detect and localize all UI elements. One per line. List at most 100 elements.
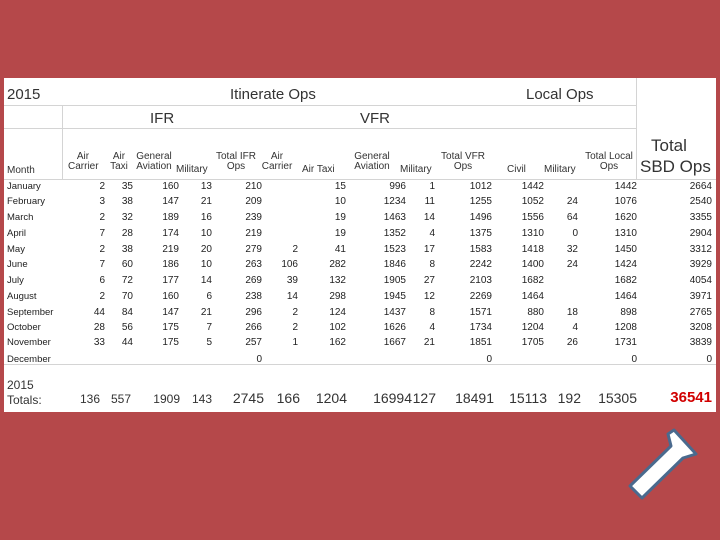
local-ops-heading: Local Ops	[526, 86, 594, 103]
total-total-local: 15305	[598, 390, 637, 406]
cell-vfr-general-aviation: 1667	[383, 337, 406, 348]
cell-vfr-air-taxi: 162	[329, 337, 346, 348]
total-vfr-air-carrier: 166	[276, 390, 300, 406]
totals-divider	[4, 364, 716, 365]
cell-ifr-military: 20	[200, 244, 212, 255]
cell-vfr-general-aviation: 1523	[383, 244, 406, 255]
col-total-vfr: Total VFR Ops	[441, 151, 485, 172]
row-month-label: January	[7, 181, 41, 192]
header-divider	[4, 128, 636, 129]
total-heading: Total	[651, 136, 687, 155]
cell-vfr-air-carrier: 2	[292, 244, 298, 255]
cell-vfr-military: 4	[429, 228, 435, 239]
cell-total-local: 1310	[614, 228, 637, 239]
cell-vfr-military: 14	[423, 212, 435, 223]
cell-local-civil: 1310	[521, 228, 544, 239]
cell-total-local: 1450	[614, 244, 637, 255]
cell-ifr-general-aviation: 177	[162, 275, 179, 286]
totals-label: 2015 Totals:	[7, 378, 42, 407]
cell-ifr-air-taxi: 38	[121, 196, 133, 207]
total-vfr-general-aviation: 16994	[373, 390, 412, 406]
cell-total-vfr: 1375	[469, 228, 492, 239]
total-ifr-air-taxi: 557	[110, 392, 131, 406]
cell-total-sbd-ops: 3839	[689, 337, 712, 348]
cell-local-military: 64	[566, 212, 578, 223]
cell-local-civil: 1052	[521, 196, 544, 207]
header-divider	[62, 105, 63, 179]
cell-total-local: 1682	[614, 275, 637, 286]
sbd-ops-heading: SBD Ops	[640, 157, 711, 176]
cell-ifr-general-aviation: 186	[162, 259, 179, 270]
row-month-label: September	[7, 307, 54, 318]
arrow-shape	[628, 428, 698, 500]
cell-total-local: 1076	[614, 196, 637, 207]
row-month-label: April	[7, 228, 27, 239]
cell-local-civil: 1556	[521, 212, 544, 223]
cell-ifr-military: 5	[206, 337, 212, 348]
col-total-local: Total Local Ops	[585, 151, 633, 172]
cell-ifr-air-taxi: 28	[121, 228, 133, 239]
cell-vfr-air-taxi: 298	[329, 291, 346, 302]
col-month: Month	[7, 165, 35, 176]
cell-vfr-air-carrier: 14	[286, 291, 298, 302]
cell-ifr-air-carrier: 33	[93, 337, 105, 348]
cell-vfr-military: 8	[429, 307, 435, 318]
cell-local-civil: 1464	[521, 291, 544, 302]
cell-ifr-military: 21	[200, 307, 212, 318]
cell-ifr-military: 10	[200, 259, 212, 270]
ops-summary-table: 2015 Itinerate Ops Local Ops IFR VFR Tot…	[4, 78, 716, 412]
cell-total-sbd-ops: 3355	[689, 212, 712, 223]
cell-ifr-air-taxi: 60	[121, 259, 133, 270]
cell-vfr-air-taxi: 124	[329, 307, 346, 318]
cell-total-vfr: 1851	[469, 337, 492, 348]
cell-ifr-air-taxi: 38	[121, 244, 133, 255]
row-month-label: February	[7, 196, 46, 207]
cell-local-military: 32	[566, 244, 578, 255]
cell-ifr-air-taxi: 35	[121, 181, 133, 192]
col-vfr-air-carrier: Air Carrier	[261, 151, 293, 172]
cell-vfr-military: 8	[429, 259, 435, 270]
cell-total-ifr: 238	[245, 291, 262, 302]
col-vfr-general-aviation: General Aviation	[354, 151, 390, 172]
cell-vfr-air-taxi: 41	[334, 244, 346, 255]
cell-vfr-air-taxi: 10	[334, 196, 346, 207]
cell-ifr-general-aviation: 189	[162, 212, 179, 223]
col-local-military: Military	[544, 164, 576, 175]
cell-vfr-military: 4	[429, 322, 435, 333]
cell-total-local: 1424	[614, 259, 637, 270]
cell-local-military: 24	[566, 259, 578, 270]
row-month-label: June	[7, 259, 28, 270]
total-vfr-air-taxi: 1204	[315, 390, 347, 406]
total-local-civil: 15113	[509, 390, 547, 406]
row-month-label: October	[7, 322, 41, 333]
cell-vfr-military: 12	[423, 291, 435, 302]
cell-total-ifr: 239	[245, 212, 262, 223]
cell-vfr-general-aviation: 1626	[383, 322, 406, 333]
cell-total-vfr: 2103	[469, 275, 492, 286]
total-total-ifr: 2745	[232, 390, 264, 406]
total-vfr-military: 127	[412, 390, 436, 406]
cell-total-sbd-ops: 0	[706, 354, 712, 365]
row-month-label: May	[7, 244, 25, 255]
cell-total-vfr: 2242	[469, 259, 492, 270]
cell-total-sbd-ops: 3208	[689, 322, 712, 333]
cell-total-ifr: 0	[256, 354, 262, 365]
cell-vfr-general-aviation: 1352	[383, 228, 406, 239]
col-ifr-military: Military	[176, 164, 208, 175]
cell-vfr-military: 21	[423, 337, 435, 348]
cell-total-ifr: 266	[245, 322, 262, 333]
year-label: 2015	[7, 86, 41, 103]
cell-local-civil: 880	[527, 307, 544, 318]
cell-vfr-air-taxi: 19	[334, 212, 346, 223]
cell-total-ifr: 269	[245, 275, 262, 286]
cell-vfr-air-taxi: 102	[329, 322, 346, 333]
cell-vfr-air-taxi: 282	[329, 259, 346, 270]
cell-ifr-military: 10	[200, 228, 212, 239]
cell-vfr-military: 27	[423, 275, 435, 286]
cell-ifr-military: 7	[206, 322, 212, 333]
col-ifr-air-carrier: Air Carrier	[68, 151, 99, 172]
col-vfr-military: Military	[400, 164, 432, 175]
cell-vfr-general-aviation: 1945	[383, 291, 406, 302]
cell-total-vfr: 2269	[469, 291, 492, 302]
cell-ifr-air-carrier: 2	[99, 291, 105, 302]
